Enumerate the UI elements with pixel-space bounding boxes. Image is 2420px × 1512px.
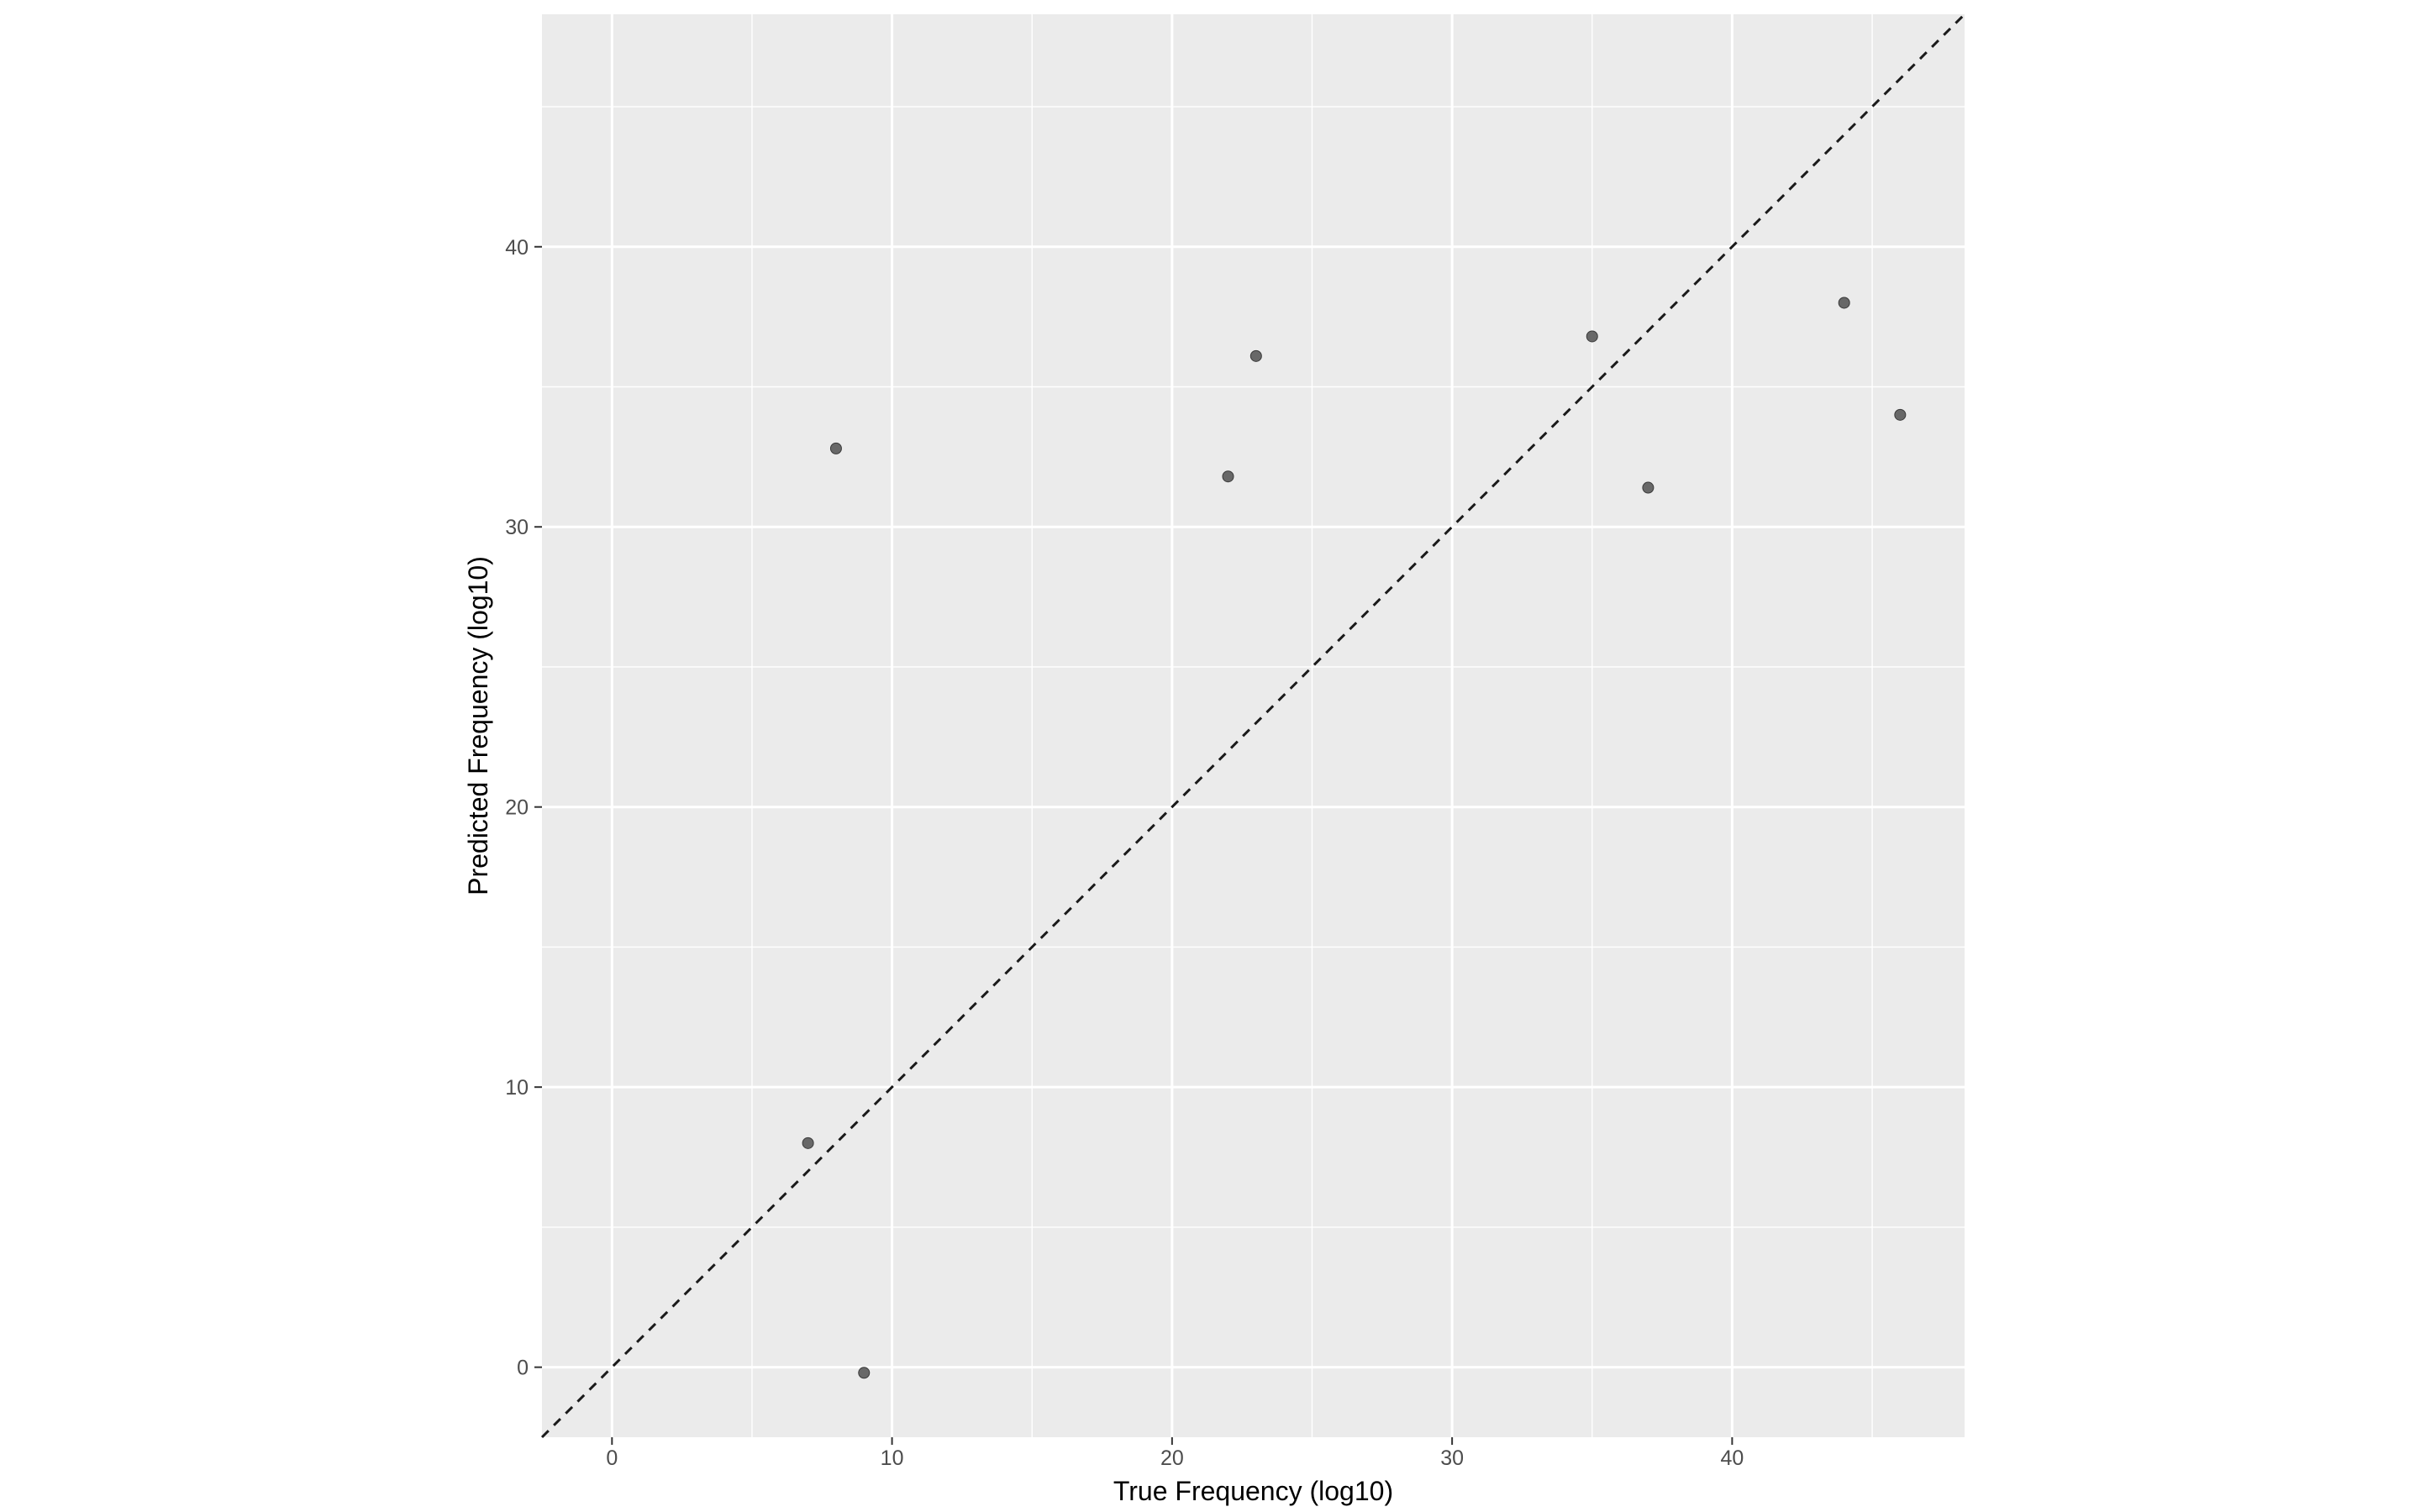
y-tick-label: 40 [505,236,529,260]
data-point [1894,408,1907,421]
x-tick-label: 0 [606,1446,618,1470]
data-point [802,1137,814,1149]
y-tick-label: 30 [505,516,529,539]
data-points [802,297,1907,1379]
y-tick-label: 20 [505,796,529,820]
major-gridlines [542,14,1965,1437]
data-point [829,442,842,454]
x-tick-label: 20 [1160,1446,1184,1470]
x-tick-label: 30 [1440,1446,1464,1470]
minor-gridlines [542,14,1965,1437]
x-tick-label: 10 [881,1446,904,1470]
data-point [1642,481,1655,494]
data-point [858,1367,871,1379]
plot-panel [542,14,1965,1437]
data-point [1249,349,1262,362]
data-point [1222,470,1234,483]
y-axis-ticks: 0 10 20 30 40 [505,236,542,1380]
x-axis-ticks: 0 10 20 30 40 [606,1437,1744,1470]
y-tick-label: 0 [517,1357,529,1380]
x-tick-label: 40 [1720,1446,1744,1470]
data-point [1838,297,1850,309]
x-axis-title: True Frequency (log10) [1113,1476,1393,1506]
y-tick-label: 10 [505,1076,529,1100]
y-axis-title: Predicted Frequency (log10) [463,556,493,895]
data-point [1586,330,1598,343]
